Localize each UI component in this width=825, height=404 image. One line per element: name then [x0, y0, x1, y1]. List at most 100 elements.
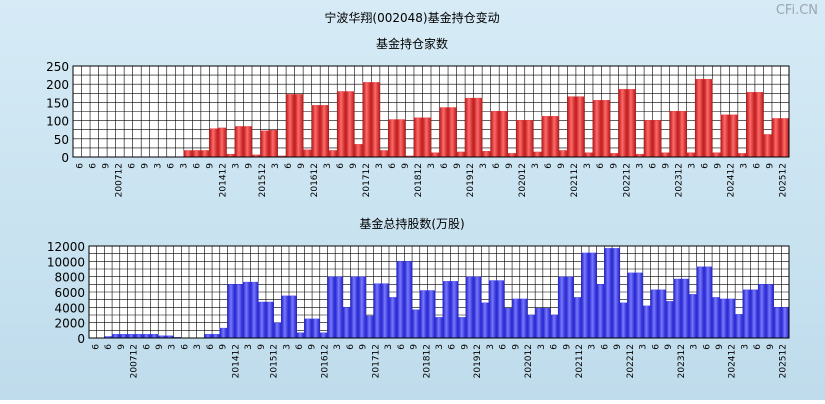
- chart1-bar: [243, 126, 252, 157]
- chart1-x-tick: 6: [128, 163, 138, 169]
- chart1-bar: [610, 153, 619, 157]
- chart2-bar: [235, 284, 243, 338]
- chart1-title: 基金持仓家数: [376, 36, 448, 51]
- chart2-x-tick: 202212: [626, 344, 636, 378]
- chart2-x-tick: 202412: [728, 344, 738, 378]
- chart1-x-tick: 6: [336, 163, 346, 169]
- chart1-x-tick: 3: [479, 163, 489, 169]
- chart2-x-tick: 201812: [422, 344, 432, 378]
- chart2-x-tick: 3: [282, 344, 292, 350]
- chart2-x-tick: 6: [702, 344, 712, 350]
- chart1-x-tick: 202212: [622, 163, 632, 197]
- chart2-x-tick: 6: [91, 344, 101, 350]
- chart1-bar: [695, 79, 704, 157]
- chart2-y-tick: 12000: [47, 240, 85, 254]
- chart1-bar: [508, 153, 517, 157]
- chart2-bar: [612, 248, 620, 338]
- chart2-bar: [243, 282, 251, 338]
- chart1-x-tick: 3: [375, 163, 385, 169]
- chart1-bar: [653, 120, 662, 157]
- chart1-bar: [457, 152, 466, 157]
- chart1-bar: [729, 115, 738, 157]
- chart2-x-tick: 201912: [473, 344, 483, 378]
- chart1-x-tick: 6: [544, 163, 554, 169]
- chart1-bar: [704, 79, 713, 157]
- chart1-y-tick: 0: [61, 151, 69, 165]
- chart1-x-tick: 3: [427, 163, 437, 169]
- chart2-x-tick: 202112: [575, 344, 585, 378]
- chart2-y-tick: 0: [77, 332, 85, 346]
- chart2-bar: [443, 281, 451, 338]
- chart2-bar: [643, 306, 651, 338]
- chart1-x-tick: 3: [154, 163, 164, 169]
- chart1-bar: [465, 98, 474, 157]
- chart2-bar: [466, 277, 474, 338]
- chart1-bar: [678, 111, 687, 157]
- chart1-x-tick: 9: [609, 163, 619, 169]
- chart2-bar: [204, 334, 212, 338]
- chart2-bar: [727, 299, 735, 338]
- chart1-bar: [235, 126, 244, 157]
- chart1-x-tick: 3: [635, 163, 645, 169]
- chart1-bar: [550, 116, 559, 157]
- chart2-x-tick: 9: [155, 344, 165, 350]
- chart1-bar: [772, 118, 781, 157]
- chart1-bar: [286, 94, 295, 157]
- chart2-bar: [304, 319, 312, 338]
- chart2-x-tick: 9: [664, 344, 674, 350]
- chart2-x-tick: 6: [550, 344, 560, 350]
- chart2-x-tick: 3: [193, 344, 203, 350]
- chart2-bar: [143, 334, 151, 338]
- chart2-bar: [227, 284, 235, 338]
- chart1-x-tick: 3: [739, 163, 749, 169]
- chart2-bar: [220, 328, 228, 338]
- chart1-bar: [525, 120, 534, 157]
- chart2-bar: [420, 290, 428, 338]
- chart1-bar: [431, 153, 440, 157]
- chart2-bar: [489, 281, 497, 339]
- chart2-bar: [127, 334, 135, 338]
- chart2-bar: [389, 297, 397, 338]
- chart2-x-tick: 6: [651, 344, 661, 350]
- chart1-x-tick: 3: [687, 163, 697, 169]
- chart2-x-tick: 3: [384, 344, 394, 350]
- chart2-bar: [474, 277, 482, 338]
- chart1-x-tick: 9: [453, 163, 463, 169]
- chart1-x-tick: 202312: [674, 163, 684, 197]
- chart2-bar: [458, 317, 466, 338]
- chart2-bar: [781, 307, 789, 338]
- chart1-bar: [746, 92, 755, 157]
- chart1-x-tick: 6: [440, 163, 450, 169]
- chart2-bar: [289, 296, 297, 338]
- chart2-x-tick: 6: [104, 344, 114, 350]
- chart1-bar: [448, 107, 457, 157]
- chart1-bar: [209, 129, 218, 157]
- chart2-bar: [712, 297, 720, 338]
- chart2-x-tick: 3: [690, 344, 700, 350]
- chart1-x-tick: 6: [76, 163, 86, 169]
- chart2-bar: [312, 319, 320, 338]
- chart2-bar: [404, 261, 412, 338]
- chart2-x-tick: 6: [346, 344, 356, 350]
- chart2-bar: [658, 290, 666, 338]
- chart2-x-tick: 9: [117, 344, 127, 350]
- chart2-x-tick: 9: [613, 344, 623, 350]
- chart2-bar: [604, 248, 612, 338]
- chart1-bar: [644, 120, 653, 157]
- chart2-x-tick: 9: [308, 344, 318, 350]
- chart1-bar: [670, 111, 679, 157]
- chart1-bar: [576, 97, 585, 157]
- chart2-bar: [558, 277, 566, 338]
- chart1-x-tick: 202512: [778, 163, 788, 197]
- chart1-bar: [414, 118, 423, 157]
- chart1-x-tick: 202012: [518, 163, 528, 197]
- chart1-bar: [755, 92, 764, 157]
- chart2-bar: [581, 253, 589, 338]
- chart1-bar: [380, 150, 389, 157]
- chart2-x-tick: 6: [295, 344, 305, 350]
- chart2-bar: [327, 277, 335, 338]
- chart1-x-tick: 6: [752, 163, 762, 169]
- chart1-bar: [440, 107, 449, 157]
